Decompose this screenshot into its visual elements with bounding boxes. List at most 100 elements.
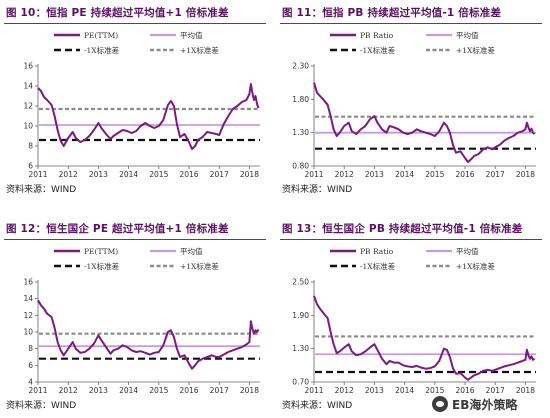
legend-label: PB Ratio [360,247,394,256]
legend-item-plus1sd: +1X标准差 [426,261,495,271]
x-tick-label: 2016 [455,170,474,179]
legend-label: 平均值 [456,30,479,40]
x-tick-label: 2017 [486,386,505,395]
x-tick-label: 2018 [516,170,535,179]
x-tick-label: 2018 [240,170,259,179]
x-tick-label: 2018 [240,386,259,395]
x-tick-label: 2015 [425,386,444,395]
title-divider [280,23,542,24]
x-tick-label: 2014 [395,170,414,179]
x-tick-label: 2015 [425,170,444,179]
legend-label: PB Ratio [360,31,394,40]
x-tick-label: 2012 [335,386,354,395]
x-tick-label: 2014 [395,386,414,395]
chart-svg: PE(TTM) 平均值 -1X标准差 +1X标准差 4 6 8 10 12 14 16 2011 201… [23,246,260,395]
x-tick-label: 2012 [59,170,78,179]
watermark-text: EB海外策略 [452,397,518,412]
chart-svg: PB Ratio 平均值 -1X标准差 +1X标准差 0.80 1.30 1.80 2.30 2… [292,30,536,179]
legend-item-minus1sd: -1X标准差 [54,45,120,55]
legend-item-mean: 平均值 [150,246,203,256]
chart-panel-hsi-pe: 图 10：恒指 PE 持续超过平均值+1 倍标准差 PE(TTM) 平均值 -1X标… [2,2,272,202]
y-tick-label: 2.30 [292,62,309,71]
legend-label: +1X标准差 [456,261,495,271]
legend-item-mean: 平均值 [426,246,479,256]
title-divider [4,23,266,24]
chart-svg: PE(TTM) 平均值 -1X标准差 +1X标准差 6 8 10 12 14 16 2011 2012… [23,30,260,179]
legend-label: +1X标准差 [180,261,219,271]
source-note: 资料来源：WIND [6,401,77,411]
y-tick-label: 1.30 [292,344,309,353]
legend-item-series: PB Ratio [330,247,394,256]
x-tick-label: 2013 [365,386,384,395]
y-tick-label: 1.90 [292,311,309,320]
watermark: EB海外策略 [430,393,548,415]
y-tick-label: 16 [23,278,33,287]
y-tick-label: 14 [23,294,33,303]
series-line [313,295,536,381]
legend-item-series: PE(TTM) [54,247,118,256]
chart-panel-hscei-pb: 图 13：恒生国企 PB 持续超过平均值-1 倍标准差 PB Ratio 平均值 -… [278,218,548,418]
x-tick-label: 2014 [119,386,138,395]
x-tick-label: 2017 [210,170,229,179]
legend: PB Ratio 平均值 -1X标准差 +1X标准差 [330,30,495,55]
y-tick-label: 16 [23,62,33,71]
y-tick-label: 14 [23,82,33,91]
x-tick-label: 2017 [210,386,229,395]
y-tick-label: 12 [23,311,33,320]
legend-item-minus1sd: -1X标准差 [54,261,120,271]
x-tick-label: 2014 [119,170,138,179]
y-tick-label: 4 [28,378,33,387]
x-tick-label: 2018 [516,386,535,395]
legend-label: 平均值 [180,30,203,40]
source-note: 资料来源：WIND [282,401,353,411]
legend-label: +1X标准差 [180,45,219,55]
wechat-icon [432,396,448,412]
y-tick-label: 6 [28,162,33,171]
y-tick-label: 8 [28,142,33,151]
series-line [37,299,260,370]
chart-title: 图 12：恒生国企 PE 超过平均值+1 倍标准差 [6,223,229,235]
y-tick-label: 12 [23,102,33,111]
legend: PE(TTM) 平均值 -1X标准差 +1X标准差 [54,30,219,55]
y-tick-label: 10 [23,122,33,131]
legend-label: -1X标准差 [84,45,120,55]
source-note: 资料来源：WIND [282,185,353,195]
series-line [313,82,536,163]
legend-label: PE(TTM) [84,31,118,40]
legend-label: PE(TTM) [84,247,118,256]
x-tick-label: 2013 [365,170,384,179]
x-tick-label: 2015 [149,170,168,179]
chart-title: 图 11：恒指 PB 持续超过平均值-1 倍标准差 [282,7,502,19]
chart-title: 图 13：恒生国企 PB 持续超过平均值-1 倍标准差 [282,223,523,235]
legend-label: 平均值 [456,246,479,256]
legend-label: -1X标准差 [84,261,120,271]
legend-item-plus1sd: +1X标准差 [150,261,219,271]
chart-panel-hscei-pe: 图 12：恒生国企 PE 超过平均值+1 倍标准差 PE(TTM) 平均值 -1X标… [2,218,272,418]
y-tick-label: 0.80 [292,162,309,171]
legend-item-plus1sd: +1X标准差 [150,45,219,55]
chart-svg: PB Ratio 平均值 -1X标准差 +1X标准差 0.70 1.30 1.90 2.50 2… [292,246,536,395]
y-tick-label: 8 [28,344,33,353]
x-tick-label: 2013 [89,170,108,179]
legend-label: -1X标准差 [360,45,396,55]
legend-label: -1X标准差 [360,261,396,271]
x-tick-label: 2011 [304,170,323,179]
title-divider [280,239,542,240]
legend: PE(TTM) 平均值 -1X标准差 +1X标准差 [54,246,219,271]
chart-panel-hsi-pb: 图 11：恒指 PB 持续超过平均值-1 倍标准差 PB Ratio 平均值 -1X… [278,2,548,202]
x-tick-label: 2016 [179,170,198,179]
chart-title: 图 10：恒指 PE 持续超过平均值+1 倍标准差 [6,7,229,19]
legend: PB Ratio 平均值 -1X标准差 +1X标准差 [330,246,495,271]
legend-item-minus1sd: -1X标准差 [330,45,396,55]
y-tick-label: 2.50 [292,278,309,287]
legend-item-series: PB Ratio [330,31,394,40]
y-tick-label: 1.30 [292,128,309,137]
x-tick-label: 2013 [89,386,108,395]
x-tick-label: 2016 [455,386,474,395]
legend-item-mean: 平均值 [150,30,203,40]
x-tick-label: 2011 [28,170,47,179]
x-tick-label: 2017 [486,170,505,179]
x-tick-label: 2011 [28,386,47,395]
x-tick-label: 2011 [304,386,323,395]
legend-item-plus1sd: +1X标准差 [426,45,495,55]
